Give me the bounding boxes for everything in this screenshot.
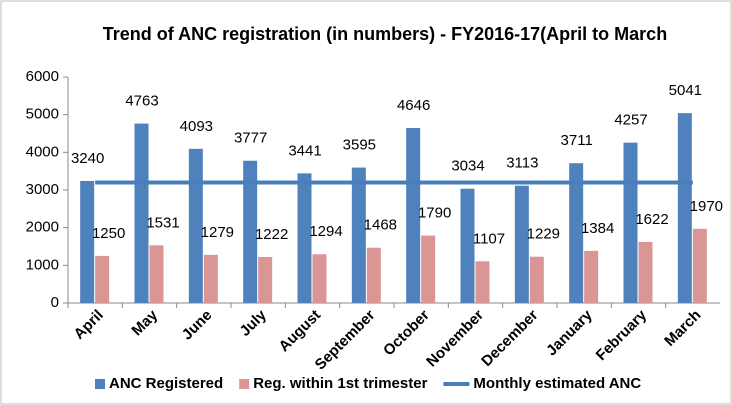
y-tick-label: 1000 bbox=[26, 256, 59, 273]
bar bbox=[692, 228, 707, 303]
data-label: 1970 bbox=[690, 198, 723, 215]
legend-label: Monthly estimated ANC bbox=[473, 375, 641, 392]
bar bbox=[95, 255, 110, 303]
bar bbox=[366, 247, 381, 303]
bar bbox=[514, 185, 529, 303]
data-label: 4257 bbox=[614, 112, 647, 129]
bar bbox=[529, 256, 544, 303]
data-label: 3240 bbox=[71, 150, 104, 167]
bar bbox=[312, 254, 327, 303]
legend-swatch bbox=[239, 379, 250, 389]
data-label: 5041 bbox=[669, 82, 702, 99]
data-label: 1222 bbox=[255, 226, 288, 243]
data-label: 1468 bbox=[364, 217, 397, 234]
bar bbox=[297, 173, 312, 303]
bar bbox=[149, 245, 164, 303]
bar bbox=[406, 128, 421, 303]
data-label: 3113 bbox=[506, 155, 538, 172]
bar bbox=[203, 254, 218, 303]
data-label: 1107 bbox=[473, 230, 505, 247]
data-label: 1294 bbox=[309, 223, 342, 240]
y-tick-label: 0 bbox=[51, 294, 59, 311]
data-label: 1384 bbox=[581, 220, 614, 237]
data-label: 3711 bbox=[561, 132, 593, 149]
bar bbox=[243, 160, 258, 303]
data-label: 3034 bbox=[451, 158, 484, 175]
data-label: 1250 bbox=[92, 225, 125, 242]
bar bbox=[134, 123, 149, 304]
bar bbox=[188, 148, 203, 303]
data-label: 1279 bbox=[201, 224, 234, 241]
data-label: 4646 bbox=[397, 97, 430, 114]
data-label: 4763 bbox=[125, 93, 158, 110]
bar bbox=[351, 167, 366, 303]
data-label: 1531 bbox=[146, 214, 179, 231]
y-tick-label: 3000 bbox=[26, 181, 59, 198]
bar bbox=[475, 261, 490, 303]
data-label: 3441 bbox=[288, 142, 321, 159]
legend-swatch bbox=[95, 379, 105, 389]
data-label: 3777 bbox=[234, 130, 267, 147]
legend-label: ANC Registered bbox=[109, 375, 223, 392]
data-label: 1229 bbox=[527, 226, 560, 243]
bar bbox=[258, 256, 273, 303]
y-tick-label: 2000 bbox=[26, 219, 59, 236]
data-label: 3595 bbox=[343, 137, 376, 154]
bar bbox=[584, 250, 599, 303]
y-tick-label: 5000 bbox=[26, 106, 59, 123]
bar bbox=[460, 188, 475, 303]
bar bbox=[638, 241, 653, 303]
legend-label: Reg. within 1st trimester bbox=[253, 375, 427, 392]
y-tick-label: 6000 bbox=[26, 68, 59, 85]
bar bbox=[569, 163, 584, 303]
data-label: 1622 bbox=[635, 211, 668, 228]
data-label: 4093 bbox=[180, 118, 213, 135]
bar bbox=[80, 180, 95, 303]
chart-title: Trend of ANC registration (in numbers) -… bbox=[102, 24, 668, 44]
data-label: 1790 bbox=[418, 205, 451, 222]
bar bbox=[677, 113, 692, 303]
bar bbox=[421, 235, 436, 303]
y-tick-label: 4000 bbox=[26, 143, 59, 160]
